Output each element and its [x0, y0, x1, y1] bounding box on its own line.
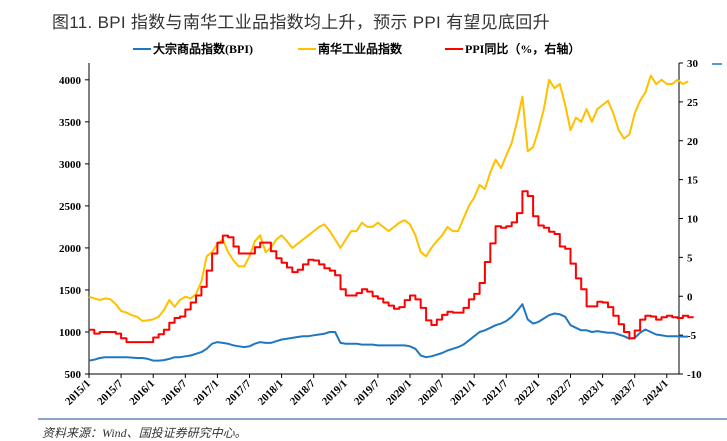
- left-tick-label: 3500: [59, 117, 82, 129]
- left-tick-label: 2500: [59, 201, 82, 213]
- legend-item-ppi: PPI同比（%，右轴）: [445, 40, 580, 57]
- left-tick-label: 500: [65, 369, 82, 381]
- right-tick-label: 30: [687, 58, 699, 70]
- series-line-ppi: [89, 190, 694, 344]
- x-tick-label: 2016/1: [127, 378, 157, 408]
- x-tick-label: 2018/1: [256, 378, 286, 408]
- chart-legend: 大宗商品指数(BPI) 南华工业品指数 PPI同比（%，右轴）: [0, 40, 727, 60]
- x-tick-label: 2022/1: [512, 378, 542, 408]
- legend-swatch-red: [445, 47, 463, 50]
- legend-swatch-yellow: [298, 47, 316, 50]
- legend-swatch-blue: [133, 47, 151, 50]
- legend-item-bpi: 大宗商品指数(BPI): [133, 40, 253, 57]
- divider: [38, 418, 727, 420]
- right-tick-label: 15: [687, 175, 699, 187]
- x-tick-label: 2024/1: [641, 378, 671, 408]
- right-tick-label: 10: [687, 214, 699, 226]
- right-tick-label: -5: [687, 330, 697, 342]
- x-tick-label: 2015/7: [95, 377, 125, 407]
- left-tick-label: 2000: [59, 243, 82, 255]
- x-tick-label: 2021/1: [448, 378, 478, 408]
- x-tick-label: 2019/1: [320, 378, 350, 408]
- right-tick-label: -10: [687, 369, 702, 381]
- x-tick-label: 2015/1: [63, 378, 93, 408]
- x-tick-label: 2020/7: [416, 377, 446, 407]
- left-tick-label: 4000: [59, 75, 82, 87]
- x-tick-label: 2017/1: [191, 378, 221, 408]
- legend-item-nanhua: 南华工业品指数: [298, 40, 402, 57]
- right-tick-label: 25: [687, 97, 699, 109]
- x-tick-label: 2017/7: [224, 377, 254, 407]
- x-tick-label: 2021/7: [480, 377, 510, 407]
- x-tick-label: 2019/7: [352, 377, 382, 407]
- x-tick-label: 2023/1: [577, 378, 607, 408]
- left-tick-label: 1500: [59, 285, 82, 297]
- x-tick-label: 2020/1: [384, 378, 414, 408]
- right-tick-label: 0: [687, 291, 693, 303]
- chart-title: 图11. BPI 指数与南华工业品指数均上升，预示 PPI 有望见底回升: [52, 13, 550, 32]
- right-tick-label: 20: [687, 136, 699, 148]
- series-line-nanhua: [88, 74, 689, 322]
- left-tick-label: 3000: [59, 159, 82, 171]
- x-tick-label: 2018/7: [288, 377, 318, 407]
- left-tick-label: 1000: [59, 327, 82, 339]
- right-tick-label: 5: [687, 252, 693, 264]
- series-line-bpi: [88, 303, 689, 362]
- legend-label: 南华工业品指数: [318, 42, 403, 56]
- x-tick-label: 2022/7: [545, 377, 575, 407]
- source-note: 资料来源：Wind、国投证券研究中心。: [42, 426, 247, 440]
- legend-label: 大宗商品指数(BPI): [153, 42, 253, 56]
- x-tick-label: 2016/7: [159, 377, 189, 407]
- legend-label: PPI同比（%，右轴）: [465, 42, 581, 56]
- x-tick-label: 2023/7: [609, 377, 639, 407]
